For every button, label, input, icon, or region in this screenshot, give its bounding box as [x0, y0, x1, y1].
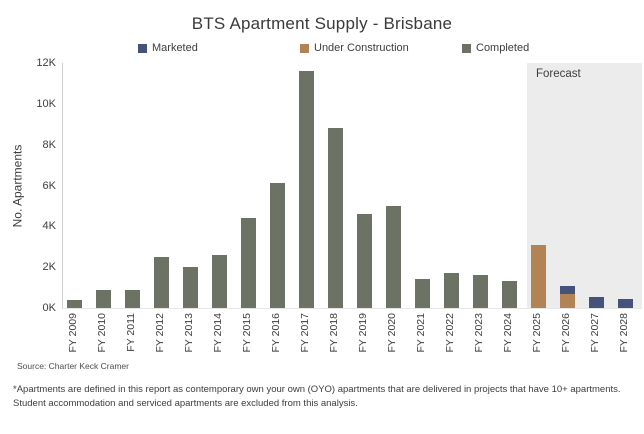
bar-completed — [66, 299, 82, 308]
source-note: Source: Charter Keck Cramer — [17, 361, 129, 371]
legend-label: Completed — [476, 42, 530, 54]
y-tick-label: 4K — [42, 220, 56, 233]
y-tick-label: 12K — [36, 57, 56, 69]
bar-under-construction — [559, 293, 575, 308]
x-axis-label: FY 2014 — [212, 313, 224, 353]
bar-marketed — [588, 296, 604, 308]
bar-completed — [385, 205, 401, 308]
footnote: *Apartments are defined in this report a… — [13, 384, 621, 409]
x-axis-label: FY 2010 — [96, 313, 108, 353]
forecast-label: Forecast — [536, 68, 581, 80]
y-tick-label: 6K — [42, 179, 56, 192]
bar-completed — [327, 128, 343, 308]
forecast-region: Forecast — [527, 63, 642, 308]
bar-marketed — [559, 285, 575, 294]
bar-completed — [356, 214, 372, 308]
y-tick-label: 10K — [36, 97, 56, 110]
x-axis-label: FY 2023 — [473, 313, 485, 353]
y-tick-label: 8K — [42, 138, 56, 151]
x-axis-label: FY 2026 — [560, 313, 572, 353]
bar-completed — [443, 273, 459, 308]
legend-item-marketed: Marketed — [138, 42, 198, 54]
legend-label: Marketed — [152, 42, 198, 54]
x-axis-label: FY 2024 — [502, 313, 514, 353]
legend-swatch — [300, 43, 309, 53]
bar-marketed — [617, 298, 633, 308]
x-axis-label: FY 2028 — [618, 313, 630, 353]
bars-layer — [63, 63, 642, 308]
x-axis-label: FY 2013 — [183, 313, 195, 353]
x-axis-label: FY 2011 — [125, 313, 137, 352]
bar-completed — [269, 183, 285, 308]
x-axis-label: FY 2020 — [386, 313, 398, 353]
legend-item-under-construction: Under Construction — [300, 42, 409, 54]
bar-completed — [124, 289, 140, 308]
x-axis-label: FY 2009 — [67, 313, 79, 353]
x-axis-label: FY 2021 — [415, 313, 427, 353]
bar-completed — [472, 275, 488, 308]
x-axis-label: FY 2016 — [270, 313, 282, 353]
legend-swatch — [462, 43, 471, 53]
x-axis-label: FY 2017 — [299, 313, 311, 353]
bar-completed — [414, 279, 430, 308]
x-axis-label: FY 2019 — [357, 313, 369, 353]
bar-completed — [182, 267, 198, 308]
x-axis-label: FY 2015 — [241, 313, 253, 353]
x-axis-label: FY 2022 — [444, 313, 456, 353]
legend-item-completed: Completed — [462, 42, 529, 54]
y-tick-label: 2K — [42, 261, 56, 274]
bar-completed — [211, 254, 227, 308]
bar-under-construction — [530, 244, 546, 308]
legend-label: Under Construction — [314, 42, 409, 54]
y-tick-label: 0K — [42, 302, 56, 314]
x-axis-label: FY 2025 — [531, 313, 543, 353]
bar-completed — [298, 71, 314, 308]
bar-completed — [240, 218, 256, 308]
plot-area: Forecast — [62, 63, 642, 309]
x-axis-label: FY 2027 — [589, 313, 601, 353]
legend-swatch — [138, 43, 147, 53]
bar-completed — [95, 289, 111, 308]
x-axis-label: FY 2012 — [154, 313, 166, 353]
x-axis-label: FY 2018 — [328, 313, 340, 353]
chart-title: BTS Apartment Supply - Brisbane — [191, 14, 453, 33]
bar-completed — [153, 256, 169, 308]
bar-completed — [501, 281, 517, 308]
